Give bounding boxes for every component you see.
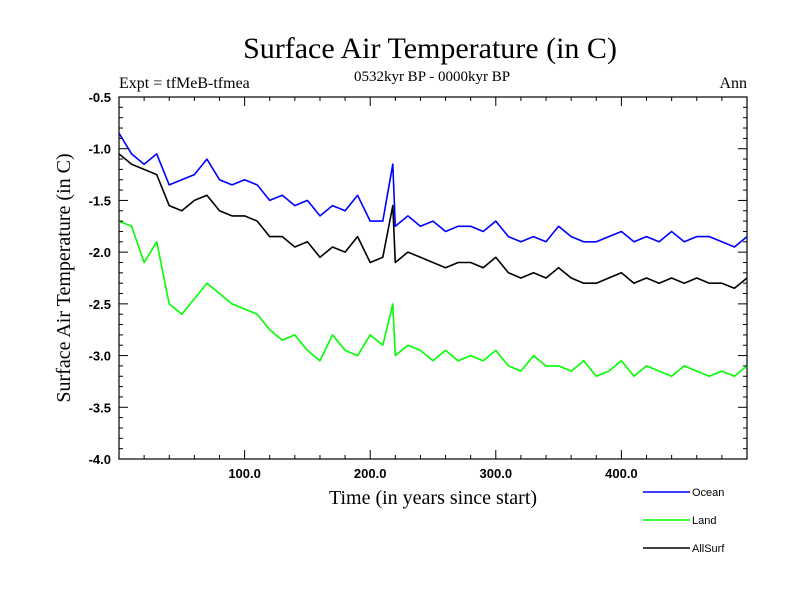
y-tick-label: -3.0: [89, 349, 111, 364]
x-tick-label: 300.0: [480, 466, 513, 481]
series-line-allsurf: [118, 153, 748, 290]
y-axis-label: Surface Air Temperature (in C): [53, 153, 75, 402]
series-line-ocean: [118, 132, 748, 248]
y-tick-label: -2.5: [89, 297, 111, 312]
plot-area: 100.0 200.0 300.0 400.0 -4.0 -3.5 -3.0 -2.5 -2.0…: [89, 90, 748, 481]
x-tick-label: 200.0: [354, 466, 387, 481]
chart-title: Surface Air Temperature (in C): [243, 32, 617, 65]
x-tick-label: 400.0: [605, 466, 638, 481]
legend-label-allsurf: AllSurf: [692, 543, 725, 555]
tick-layer: 100.0 200.0 300.0 400.0 -4.0 -3.5 -3.0 -2.5 -2.0…: [89, 90, 747, 481]
y-tick-label: -3.5: [89, 400, 111, 415]
x-tick-label: 100.0: [228, 466, 261, 481]
season-label: Ann: [719, 75, 747, 92]
legend: Ocean Land AllSurf: [643, 487, 725, 555]
y-tick-label: -2.0: [89, 245, 111, 260]
experiment-label: Expt = tfMeB-tfmea: [119, 75, 250, 92]
legend-label-ocean: Ocean: [692, 487, 724, 499]
y-tick-label: -4.0: [89, 452, 111, 467]
series-layer: [118, 132, 748, 378]
legend-label-land: Land: [692, 515, 716, 527]
plot-frame: [118, 96, 748, 460]
chart-subtitle: 0532kyr BP - 0000kyr BP: [354, 69, 510, 85]
y-tick-label: -1.0: [89, 142, 111, 157]
x-axis-label: Time (in years since start): [329, 487, 537, 509]
y-tick-label: -0.5: [89, 90, 111, 105]
y-tick-label: -1.5: [89, 193, 111, 208]
series-line-land: [118, 220, 748, 378]
